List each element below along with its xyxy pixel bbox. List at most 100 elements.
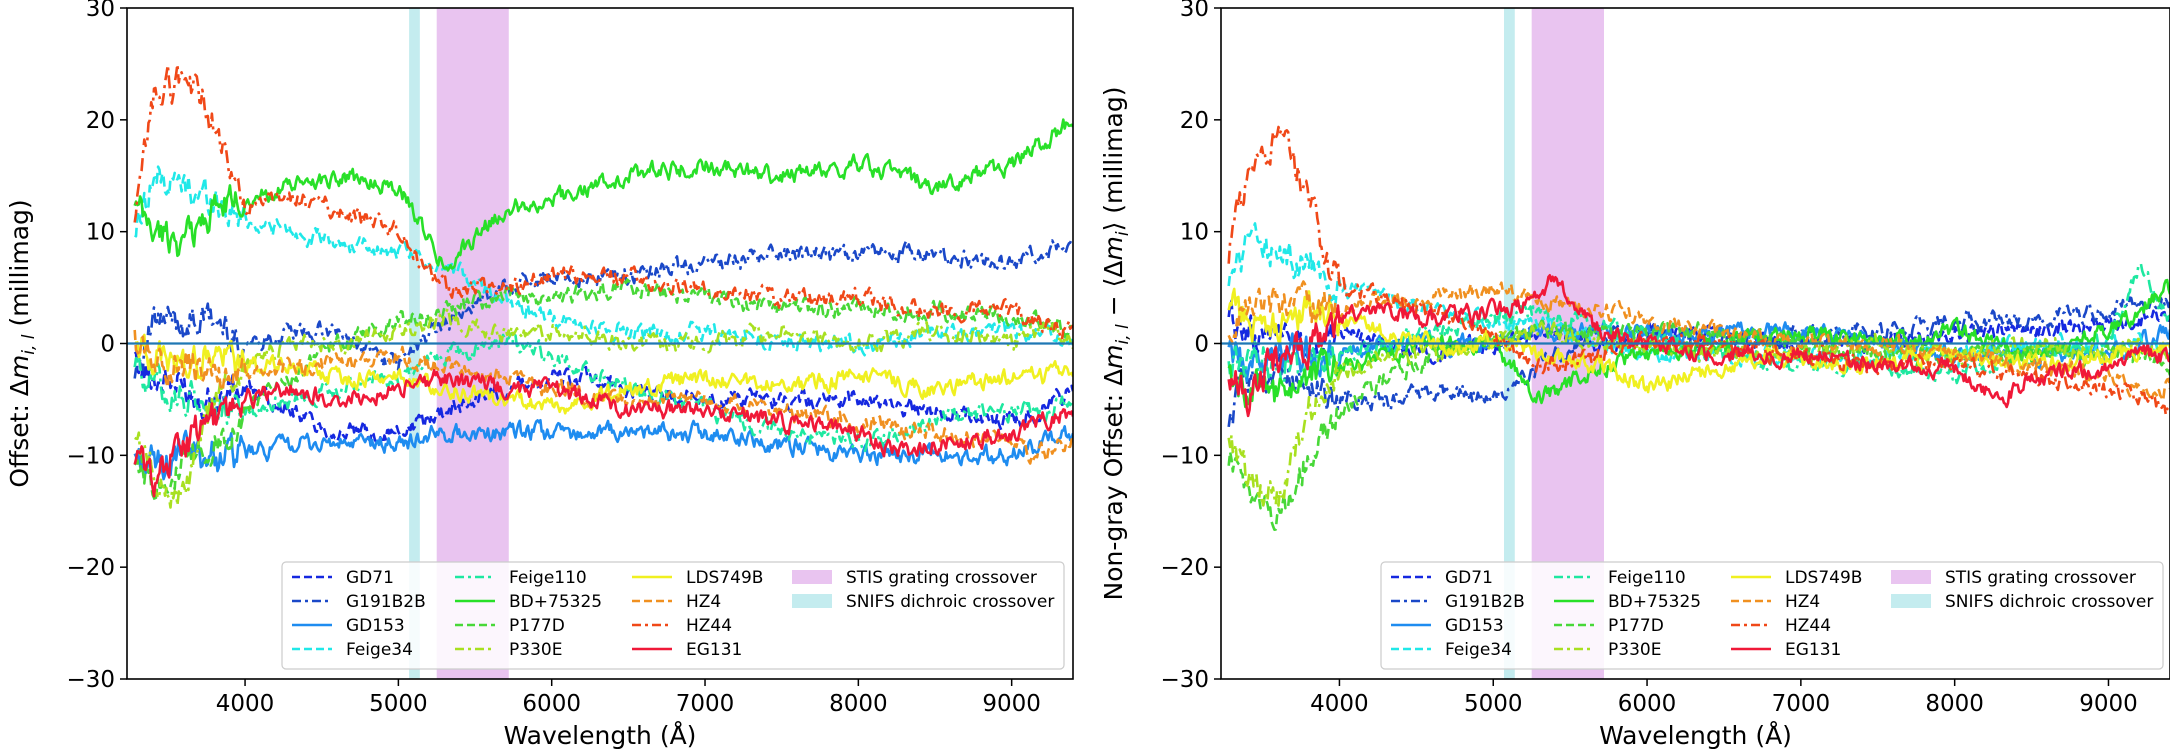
legend-label: G191B2B xyxy=(1445,592,1525,612)
legend-item: Feige110 xyxy=(455,568,587,588)
legend-item: P330E xyxy=(1554,640,1661,660)
legend-label: LDS749B xyxy=(1785,568,1862,588)
series-line-eg131 xyxy=(133,368,1073,498)
legend-label: EG131 xyxy=(686,640,742,660)
legend-label: GD153 xyxy=(1445,616,1504,636)
legend-label: GD71 xyxy=(1445,568,1493,588)
legend-item: G191B2B xyxy=(292,592,426,612)
legend-label: Feige34 xyxy=(1445,640,1512,660)
y-axis-label: Non-gray Offset: Δmi, l − ⟨Δmi⟩ (millima… xyxy=(1099,87,1133,601)
legend-item: Feige34 xyxy=(1391,640,1512,660)
legend-swatch xyxy=(792,594,832,608)
legend: GD71 G191B2B GD153 Feige34 Feige110 BD+75325 P… xyxy=(1380,561,2164,670)
legend-item: Feige34 xyxy=(292,640,413,660)
legend-item: GD153 xyxy=(292,616,405,636)
x-tick-label: 7000 xyxy=(1772,691,1831,717)
legend-label: P330E xyxy=(1608,640,1661,660)
x-axis-label: Wavelength (Å) xyxy=(504,721,697,749)
x-tick-label: 8000 xyxy=(829,691,888,717)
legend-label: SNIFS dichroic crossover xyxy=(1945,592,2153,612)
legend-label: GD153 xyxy=(346,616,405,636)
y-axis-label: Offset: Δmi, l (millimag) xyxy=(5,199,39,487)
legend-label: BD+75325 xyxy=(1608,592,1701,612)
legend-item: G191B2B xyxy=(1391,592,1525,612)
series-line-bd75325 xyxy=(133,118,1073,272)
legend-item: P177D xyxy=(1554,616,1664,636)
legend-item: HZ4 xyxy=(1731,592,1820,612)
series-line-p330e xyxy=(1227,321,2170,507)
legend-item: SNIFS dichroic crossover xyxy=(1891,592,2153,612)
legend-item: HZ4 xyxy=(632,592,721,612)
legend-item: STIS grating crossover xyxy=(1891,568,2136,588)
legend-label: SNIFS dichroic crossover xyxy=(846,592,1054,612)
x-tick-label: 6000 xyxy=(522,691,581,717)
legend-item: GD71 xyxy=(1391,568,1493,588)
series-line-hz4 xyxy=(133,329,1073,465)
legend-item: LDS749B xyxy=(632,568,763,588)
legend-item: P177D xyxy=(455,616,565,636)
y-tick-label: −10 xyxy=(66,443,115,469)
legend-item: BD+75325 xyxy=(455,592,602,612)
x-tick-label: 9000 xyxy=(2079,691,2138,717)
legend-item: EG131 xyxy=(632,640,742,660)
x-axis-label: Wavelength (Å) xyxy=(1599,721,1792,749)
legend-label: Feige110 xyxy=(509,568,587,588)
y-tick-label: 0 xyxy=(100,332,115,358)
legend-label: STIS grating crossover xyxy=(846,568,1037,588)
legend-item: HZ44 xyxy=(1731,616,1831,636)
legend-label: LDS749B xyxy=(686,568,763,588)
legend-item: P330E xyxy=(455,640,562,660)
series-line-lds749b xyxy=(1227,287,2170,394)
legend-label: G191B2B xyxy=(346,592,426,612)
y-tick-label: 0 xyxy=(1194,332,1209,358)
y-tick-label: 30 xyxy=(86,0,115,22)
legend-label: BD+75325 xyxy=(509,592,602,612)
y-tick-label: −30 xyxy=(1160,667,1209,693)
y-tick-label: −20 xyxy=(66,555,115,581)
x-tick-label: 8000 xyxy=(1925,691,1984,717)
legend: GD71 G191B2B GD153 Feige34 Feige110 BD+75325 P… xyxy=(281,561,1065,670)
legend-label: HZ44 xyxy=(686,616,732,636)
y-tick-label: 20 xyxy=(86,108,115,134)
legend-label: P177D xyxy=(1608,616,1664,636)
legend-label: P177D xyxy=(509,616,565,636)
y-tick-label: 10 xyxy=(1180,220,1209,246)
legend-label: HZ4 xyxy=(686,592,721,612)
y-tick-label: −10 xyxy=(1160,443,1209,469)
series-line-hz44 xyxy=(1227,125,2170,416)
x-tick-label: 7000 xyxy=(676,691,735,717)
legend-item: BD+75325 xyxy=(1554,592,1701,612)
y-tick-label: 10 xyxy=(86,220,115,246)
legend-swatch xyxy=(1891,594,1931,608)
legend-label: Feige34 xyxy=(346,640,413,660)
y-tick-label: −20 xyxy=(1160,555,1209,581)
legend-label: HZ4 xyxy=(1785,592,1820,612)
y-tick-label: 20 xyxy=(1180,108,1209,134)
legend-label: Feige110 xyxy=(1608,568,1686,588)
legend-item: SNIFS dichroic crossover xyxy=(792,592,1054,612)
legend-label: HZ44 xyxy=(1785,616,1831,636)
y-tick-label: −30 xyxy=(66,667,115,693)
legend-item: HZ44 xyxy=(632,616,732,636)
panel-left: −30 −20 −10 0 10 20 30 4000 5000 6000 7000 8000 9000… xyxy=(5,0,1074,750)
legend-item: GD153 xyxy=(1391,616,1504,636)
legend-item: LDS749B xyxy=(1731,568,1862,588)
legend-item: Feige110 xyxy=(1554,568,1686,588)
x-tick-label: 5000 xyxy=(369,691,428,717)
legend-label: STIS grating crossover xyxy=(1945,568,2136,588)
y-tick-label: 30 xyxy=(1180,0,1209,22)
legend-label: EG131 xyxy=(1785,640,1841,660)
x-tick-label: 9000 xyxy=(982,691,1041,717)
legend-item: GD71 xyxy=(292,568,394,588)
x-tick-label: 4000 xyxy=(216,691,275,717)
legend-item: STIS grating crossover xyxy=(792,568,1037,588)
legend-label: GD71 xyxy=(346,568,394,588)
panel-right: −30 −20 −10 0 10 20 30 4000 5000 6000 7000 8000 9000… xyxy=(1099,0,2170,750)
series-line-gd71 xyxy=(133,351,1073,445)
series-line-gd153 xyxy=(133,418,1073,481)
series-line-eg131 xyxy=(1227,273,2170,418)
legend-label: P330E xyxy=(509,640,562,660)
series-line-hz44 xyxy=(133,62,1073,342)
